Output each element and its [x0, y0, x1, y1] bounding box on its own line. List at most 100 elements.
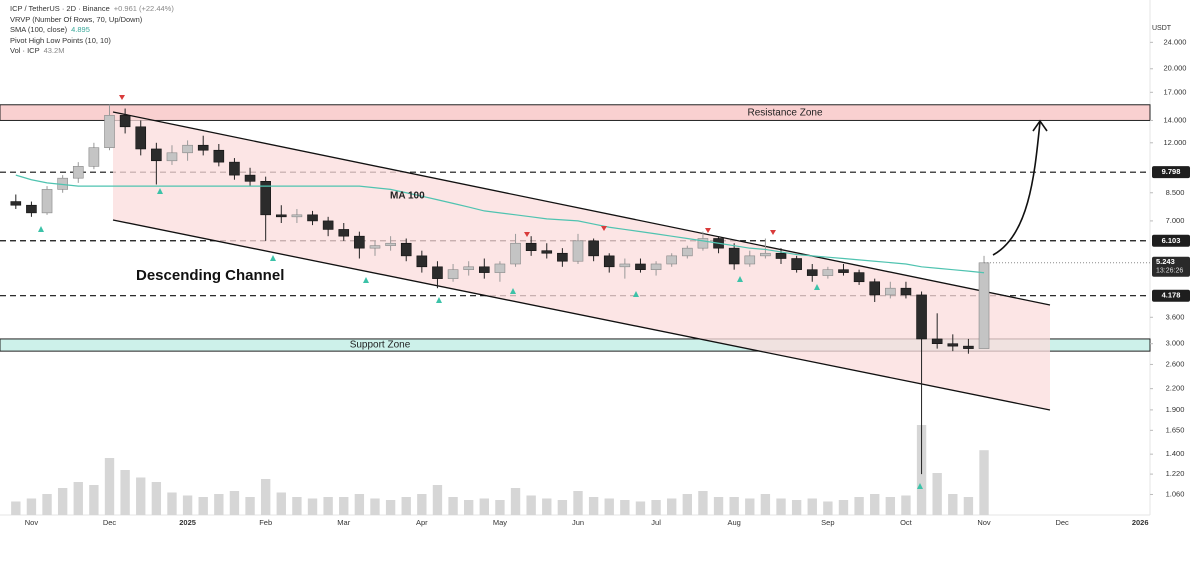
- volume-bar: [620, 500, 630, 515]
- volume-bar: [557, 500, 568, 515]
- legend: ICP / TetherUS · 2D · Binance +0.961 (+22…: [10, 4, 174, 57]
- zone: [0, 104, 1151, 121]
- y-tick-label: 8.500: [1166, 188, 1185, 197]
- volume-bar: [510, 488, 521, 515]
- volume-bar: [417, 494, 427, 515]
- x-tick-label: Apr: [416, 518, 428, 527]
- volume-bar: [11, 501, 21, 515]
- candle-body: [978, 262, 990, 349]
- volume-bar: [448, 497, 458, 515]
- candle-body: [682, 247, 693, 257]
- candle-body: [229, 161, 240, 176]
- y-tick-label: 1.650: [1166, 425, 1185, 434]
- volume-bar: [276, 492, 286, 515]
- x-tick-label: Nov: [25, 518, 39, 527]
- volume-bar: [635, 501, 646, 515]
- candle-body: [728, 247, 740, 265]
- volume-bar: [198, 497, 208, 515]
- candle-body: [838, 269, 849, 273]
- arrow-head: [1032, 119, 1048, 132]
- volume-bar: [464, 500, 474, 515]
- candle-body: [760, 252, 771, 257]
- candle-body: [463, 266, 474, 270]
- candle-body: [244, 174, 256, 182]
- volume-bar: [870, 494, 880, 515]
- volume-bar: [432, 485, 443, 515]
- sma-name: SMA (100, close): [10, 25, 68, 34]
- candle-body: [151, 148, 162, 162]
- symbol: ICP / TetherUS · 2D · Binance: [10, 4, 110, 13]
- candle-body: [525, 242, 537, 251]
- candle-body: [510, 242, 521, 265]
- candle-body: [541, 250, 553, 254]
- candle-body: [963, 345, 974, 349]
- volume-bar: [885, 497, 896, 515]
- volume-bar: [151, 482, 162, 515]
- volume-bar: [729, 497, 739, 515]
- candle-body: [900, 287, 912, 296]
- candle-body: [916, 294, 927, 340]
- x-tick-label: Dec: [103, 518, 117, 527]
- y-tick-label: 2.200: [1166, 384, 1185, 393]
- volume-bar: [963, 497, 974, 515]
- volume-bar: [26, 498, 37, 515]
- candle-body: [104, 115, 115, 149]
- candle-body: [72, 166, 84, 179]
- volume-bar: [307, 498, 318, 515]
- candle-body: [182, 144, 193, 154]
- candle-body: [557, 252, 568, 262]
- volume-bar: [245, 497, 255, 515]
- candle-body: [619, 263, 631, 268]
- front-layer: Resistance Zone Support Zone 9.798 6.103 4.1…: [10, 104, 1190, 475]
- volume-bar: [838, 500, 849, 515]
- candle-body: [791, 258, 802, 270]
- x-tick-label: Oct: [900, 518, 913, 527]
- volume-bar: [323, 497, 333, 515]
- level-tag-label: 6.103: [1162, 236, 1181, 245]
- channel-lower: [112, 219, 1051, 411]
- pivot-highs: [119, 95, 776, 237]
- volume-bar: [42, 494, 52, 515]
- level-tag-label: 4.178: [1162, 291, 1181, 300]
- volume-bar: [292, 497, 302, 515]
- candle-body: [307, 214, 318, 222]
- channel-upper: [112, 111, 1051, 306]
- legend-row: Vol · ICP 43.2M: [10, 46, 174, 57]
- volume-bar: [760, 494, 771, 515]
- x-tick-label: 2025: [179, 518, 196, 527]
- candle-body: [385, 242, 396, 246]
- volume-bar: [573, 491, 583, 515]
- volume-bar: [854, 497, 864, 515]
- candle-body: [416, 255, 428, 268]
- zone-label: Resistance Zone: [747, 107, 822, 118]
- candle-body: [26, 204, 37, 214]
- candle-body: [369, 245, 381, 249]
- vol-value: 43.2M: [43, 46, 65, 55]
- legend-row: Pivot High Low Points (10, 10): [10, 35, 111, 45]
- y-tick-label: 17.000: [1164, 87, 1187, 96]
- y-tick-label: 12.000: [1164, 138, 1187, 147]
- volume-bar: [495, 500, 505, 515]
- x-tick-label: Jul: [651, 518, 661, 527]
- volume-bar: [651, 500, 661, 515]
- x-tick-label: May: [493, 518, 507, 527]
- candle-body: [119, 115, 131, 128]
- volume-bar: [167, 492, 177, 515]
- countdown: 13:26:26: [1156, 268, 1183, 275]
- candle-body: [853, 272, 865, 283]
- volume-bar: [776, 498, 786, 515]
- candle-body: [650, 263, 662, 270]
- candle-body: [603, 255, 615, 268]
- y-tick-label: 7.000: [1166, 216, 1185, 225]
- x-tick-label: Dec: [1055, 518, 1069, 527]
- y-tick-label: 2.600: [1166, 359, 1185, 368]
- candle-body: [213, 149, 225, 163]
- y-tick-label: 1.400: [1166, 449, 1185, 458]
- candle-body: [41, 189, 53, 214]
- candle-body: [822, 269, 834, 276]
- candle-body: [494, 263, 506, 273]
- volume-bar: [698, 491, 708, 515]
- volume-bar: [932, 473, 942, 515]
- candle-body: [885, 287, 896, 296]
- candle-body: [744, 255, 756, 265]
